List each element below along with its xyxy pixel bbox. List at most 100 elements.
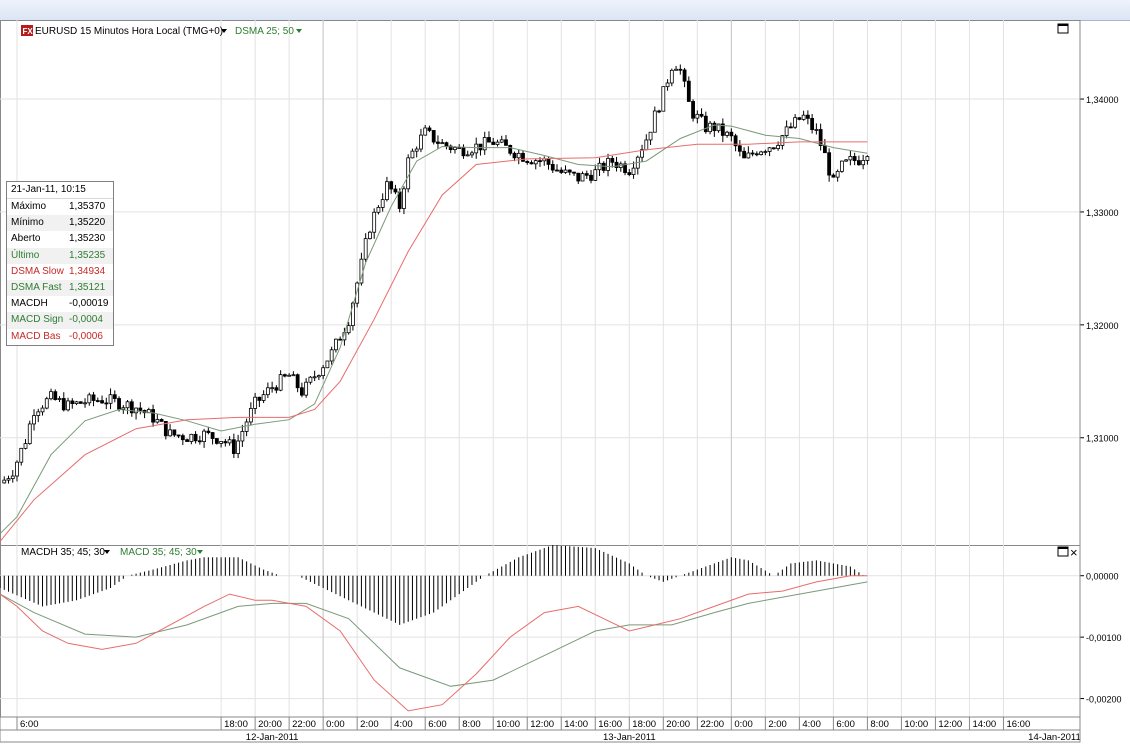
candle-body [168,429,172,437]
candle-body [270,387,275,390]
candle-body [57,398,62,400]
candle-body [814,129,819,131]
candle-body [767,147,772,152]
candle [754,151,759,157]
candle-body [453,147,457,151]
symbol-label[interactable]: EURUSD 15 Minutos Hora Local (TMG+0) [35,26,223,37]
candle [346,321,351,335]
candle-body [606,158,610,171]
candle-body [827,152,832,176]
candle [597,157,602,177]
candle-body [244,421,249,432]
candle-body [19,447,24,463]
candle-body [227,439,232,444]
candle [618,161,623,172]
candle [516,149,521,165]
candle [733,133,738,152]
candle [559,167,564,174]
candle [168,424,172,437]
candle [223,438,228,447]
candle-body [733,135,738,147]
candle [287,373,292,377]
candle [648,131,653,146]
candle [248,402,253,426]
macd-dropdown-icon[interactable] [197,550,203,554]
x-tick-label: 18:00 [224,719,248,730]
candle [112,390,117,403]
candle-body [100,400,104,404]
data-window-row-label: Máximo [11,201,47,212]
x-tick-label: 6:00 [428,719,447,730]
candle-body [576,172,581,182]
macdh-label[interactable]: MACDH 35; 45; 30 [21,547,105,558]
candle-body [593,169,598,181]
candle [788,122,793,129]
candle [19,447,24,466]
candle-body [427,127,432,131]
candle-body [121,407,126,410]
candle-body [457,147,462,149]
candle-body [822,145,827,154]
candle-body [253,396,258,409]
dsma-indicator-label[interactable]: DSMA 25; 50 [235,26,294,37]
macd-maximize-icon[interactable] [1057,546,1069,557]
price-maximize-icon[interactable] [1057,23,1069,34]
candle [542,156,547,166]
candle [750,150,755,157]
candle-body [368,231,372,240]
candle-body [865,156,870,161]
candle-body [580,173,585,182]
candle [555,164,559,172]
candle-body [474,143,479,154]
data-window-row-label: DSMA Fast [11,281,62,293]
candle [461,144,466,159]
candle-body [40,407,45,413]
candle-body [737,145,742,152]
candle [95,397,100,403]
fx-logo-text: FX [23,27,34,36]
macdh-dropdown-icon[interactable] [104,550,110,554]
candle-body [248,408,253,423]
dsma-dropdown-icon[interactable] [296,29,302,33]
candle-body [555,169,559,172]
series-line-macd-35-45-30 [0,581,868,687]
candle-body [355,282,360,304]
candle [185,438,189,442]
candle-body [614,161,619,168]
x-tick-label: 16:00 [598,719,622,730]
candle-body [793,117,798,128]
candle [457,144,462,149]
candle [142,409,147,419]
candle-body [567,169,572,173]
candle [402,186,406,215]
candle-body [852,156,857,161]
symbol-dropdown-icon[interactable] [221,29,227,33]
candle [695,110,700,124]
candle-body [423,127,428,136]
macd-label[interactable]: MACD 35; 45; 30 [120,547,197,558]
candle [661,86,666,112]
candle [414,146,419,158]
candle-body [257,396,262,401]
candle [686,76,691,102]
candle-body [512,152,517,159]
candle-body [529,162,534,165]
candle [244,418,249,437]
candle-body [584,173,589,176]
candle [550,160,555,174]
x-tick-label: 8:00 [870,719,889,730]
x-tick-label: 14:00 [972,719,996,730]
candle-body [346,325,351,334]
candle [827,148,832,182]
candle-body [155,419,160,423]
candle [227,436,232,446]
candle-body [699,113,704,117]
candle [325,360,330,369]
data-window-row: Máximo 1,35370 [7,199,113,215]
x-tick-label: 22:00 [700,719,724,730]
candle-body [525,160,530,163]
candle [436,135,440,149]
macd-close-icon[interactable]: × [1070,545,1078,560]
candle [236,434,241,459]
candle [767,147,772,157]
